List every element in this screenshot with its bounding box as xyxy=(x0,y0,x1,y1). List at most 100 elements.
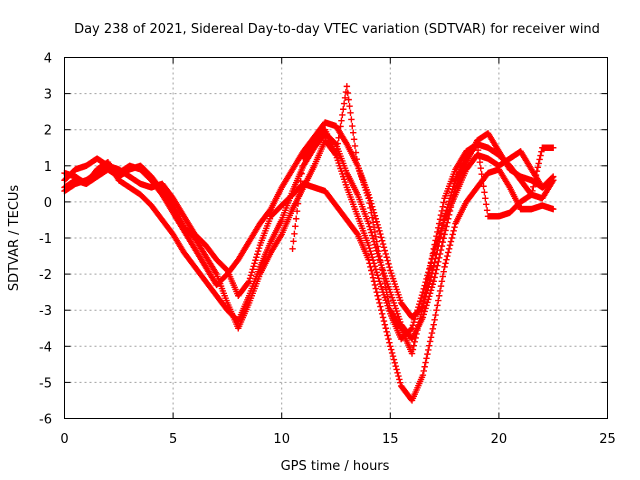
data-point xyxy=(435,220,443,227)
x-tick-label: 0 xyxy=(60,432,68,447)
data-point xyxy=(420,298,427,305)
y-axis-tick-labels: -6 -5 -4 -3 -2 -1 0 1 2 3 4 xyxy=(39,52,52,428)
data-point xyxy=(348,116,355,123)
data-point xyxy=(377,257,384,264)
y-tick-label: -4 xyxy=(39,340,52,355)
data-point xyxy=(372,266,380,273)
data-point xyxy=(393,366,400,373)
data-point xyxy=(378,234,385,241)
data-point xyxy=(389,353,397,360)
data-point xyxy=(440,235,447,242)
data-point xyxy=(377,230,384,238)
data-point xyxy=(299,162,306,170)
data-point xyxy=(416,319,423,326)
data-point xyxy=(533,168,541,175)
data-point xyxy=(436,250,444,258)
data-point xyxy=(426,269,433,277)
data-point xyxy=(373,288,380,296)
data-point xyxy=(385,335,392,343)
data-point xyxy=(409,346,417,353)
data-point xyxy=(434,302,441,309)
data-point xyxy=(443,256,450,263)
data-point xyxy=(395,372,402,380)
data-point xyxy=(435,254,443,262)
data-point xyxy=(441,263,448,271)
data-point xyxy=(293,208,301,215)
data-point xyxy=(416,300,423,308)
data-point xyxy=(409,322,417,329)
data-point xyxy=(413,330,420,338)
data-point xyxy=(530,179,538,187)
data-point xyxy=(474,146,482,154)
data-point xyxy=(378,307,385,314)
data-point xyxy=(536,156,543,163)
data-point xyxy=(384,293,391,300)
data-point xyxy=(374,272,381,279)
data-point xyxy=(290,238,297,245)
data-point xyxy=(374,292,381,299)
data-point xyxy=(379,270,387,278)
data-point xyxy=(340,106,347,113)
data-point xyxy=(445,245,453,253)
data-point xyxy=(336,128,343,136)
data-point xyxy=(437,211,445,219)
data-point xyxy=(248,269,256,276)
data-point xyxy=(434,228,441,236)
data-point xyxy=(292,223,299,230)
data-point xyxy=(416,315,424,322)
track-4-series xyxy=(61,162,557,404)
data-point xyxy=(438,242,446,250)
data-point xyxy=(550,205,557,213)
data-point xyxy=(425,296,432,303)
y-tick-label: -5 xyxy=(39,376,52,391)
data-point xyxy=(451,223,458,231)
data-point xyxy=(297,177,304,185)
data-point xyxy=(376,227,383,234)
data-point xyxy=(369,232,376,239)
data-point xyxy=(338,117,345,124)
data-point xyxy=(379,240,387,248)
data-point xyxy=(390,356,398,363)
data-point xyxy=(530,183,537,191)
data-point xyxy=(427,334,435,341)
data-point xyxy=(388,346,395,353)
data-point xyxy=(446,242,454,249)
data-point xyxy=(439,273,446,280)
data-point xyxy=(391,359,399,367)
data-point xyxy=(439,239,446,246)
chart-title: Day 238 of 2021, Sidereal Day-to-day VTE… xyxy=(74,22,600,37)
data-point xyxy=(353,155,361,163)
data-point xyxy=(371,281,379,289)
data-point xyxy=(438,207,446,215)
data-point xyxy=(373,238,380,245)
data-point xyxy=(444,252,451,260)
plot-frame xyxy=(64,57,608,419)
data-point xyxy=(431,274,438,281)
data-point xyxy=(250,263,257,270)
x-tick-label: 20 xyxy=(491,432,508,447)
data-point xyxy=(428,329,436,337)
data-point xyxy=(386,302,393,309)
data-point xyxy=(434,262,441,269)
data-point xyxy=(369,274,377,281)
data-point xyxy=(383,288,390,296)
data-point xyxy=(421,363,428,370)
data-point xyxy=(385,297,392,305)
data-point xyxy=(424,279,431,286)
data-point xyxy=(438,278,446,285)
y-tick-label: 0 xyxy=(44,196,52,211)
data-point xyxy=(430,321,437,328)
data-point xyxy=(374,243,381,250)
y-tick-label: -3 xyxy=(39,304,52,319)
data-point xyxy=(289,245,296,253)
data-point xyxy=(443,223,450,230)
data-point xyxy=(253,254,260,261)
data-point xyxy=(254,248,262,255)
data-point xyxy=(550,177,557,184)
data-point xyxy=(383,328,390,336)
data-point xyxy=(353,229,361,237)
data-point xyxy=(441,231,448,238)
y-tick-label: 1 xyxy=(44,160,52,175)
data-point xyxy=(368,209,375,216)
data-point xyxy=(339,111,346,119)
